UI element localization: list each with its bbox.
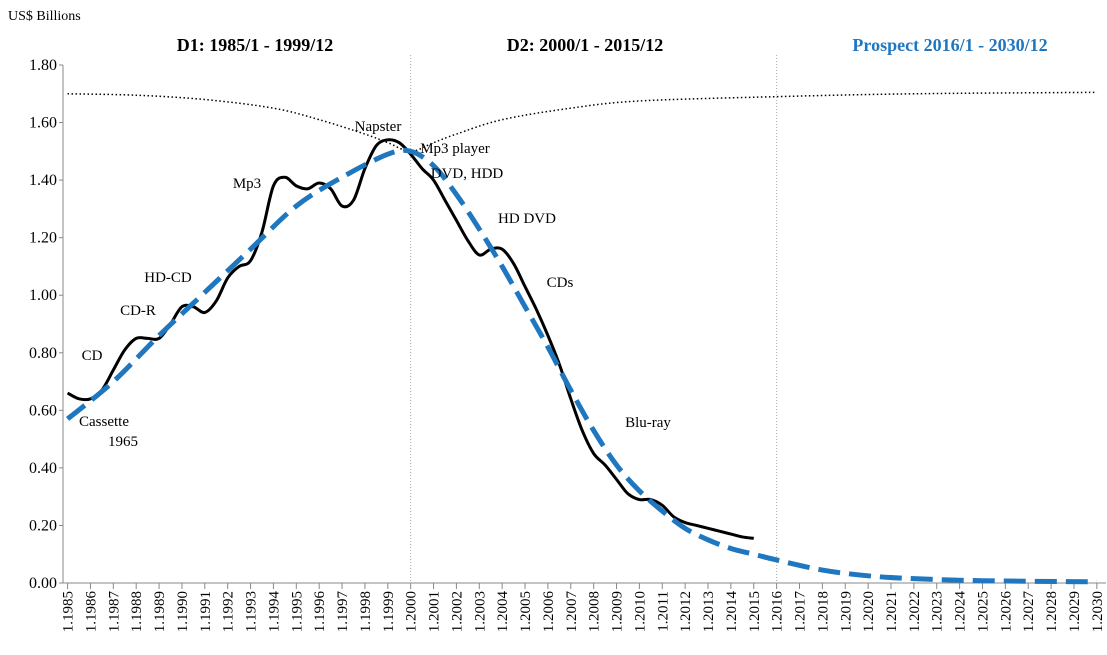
line-series <box>66 138 754 540</box>
x-tick-label: 1.2012 <box>678 591 694 632</box>
x-tick-label: 1.2016 <box>770 591 786 633</box>
y-tick-label: 0.20 <box>29 517 57 534</box>
annotation: HD-CD <box>144 270 192 286</box>
x-tick-label: 1.1986 <box>83 591 99 633</box>
x-tick-label: 1.2024 <box>953 591 969 633</box>
x-tick-label: 1.2019 <box>838 591 854 632</box>
x-tick-label: 1.2029 <box>1067 591 1083 632</box>
x-tick-label: 1.2014 <box>724 591 740 633</box>
period-title: D2: 2000/1 - 2015/12 <box>507 35 664 55</box>
x-tick-label: 1.2017 <box>793 591 809 633</box>
x-tick-label: 1.1991 <box>198 591 214 632</box>
annotation: Blu-ray <box>625 415 671 431</box>
annotation: DVD, HDD <box>431 166 504 182</box>
y-tick-label: 1.60 <box>29 115 57 132</box>
x-tick-label: 1.2022 <box>907 591 923 632</box>
y-axis-label: US$ Billions <box>8 9 81 24</box>
x-tick-label: 1.2010 <box>632 591 648 632</box>
x-tick-label: 1.2013 <box>701 591 717 632</box>
x-tick-label: 1.2009 <box>610 591 626 632</box>
x-tick-label: 1.2007 <box>564 591 580 633</box>
x-tick-label: 1.1987 <box>106 591 122 633</box>
x-tick-label: 1.1996 <box>312 591 328 633</box>
annotation: Cassette <box>79 414 129 430</box>
annotation: CDs <box>547 275 574 291</box>
x-tick-label: 1.2025 <box>975 591 991 632</box>
x-tick-label: 1.2020 <box>861 591 877 632</box>
x-tick-label: 1.2000 <box>404 591 420 632</box>
y-tick-label: 0.80 <box>29 345 57 362</box>
y-tick-label: 0.40 <box>29 460 57 477</box>
x-tick-label: 1.2005 <box>518 591 534 632</box>
x-tick-label: 1.2003 <box>472 591 488 632</box>
x-tick-label: 1.2027 <box>1021 591 1037 633</box>
annotation: CD <box>82 348 103 364</box>
x-tick-label: 1.2002 <box>449 591 465 632</box>
y-tick-label: 1.80 <box>29 57 57 74</box>
y-tick-label: 0.60 <box>29 402 57 419</box>
x-tick-label: 1.2011 <box>655 591 671 632</box>
x-tick-label: 1.2018 <box>815 591 831 632</box>
annotation: Napster <box>355 119 402 135</box>
x-tick-label: 1.1989 <box>152 591 168 632</box>
x-tick-label: 1.1999 <box>381 591 397 632</box>
x-tick-label: 1.2008 <box>587 591 603 632</box>
x-tick-label: 1.1997 <box>335 591 351 633</box>
line-series <box>65 147 1097 585</box>
line-series <box>67 91 1097 153</box>
x-tick-label: 1.1985 <box>61 591 77 632</box>
x-tick-label: 1.1994 <box>266 591 282 633</box>
x-tick-label: 1.1998 <box>358 591 374 632</box>
annotation: Mp3 player <box>420 141 490 157</box>
period-title: D1: 1985/1 - 1999/12 <box>177 35 334 55</box>
y-tick-label: 1.40 <box>29 172 57 189</box>
x-tick-label: 1.1992 <box>221 591 237 632</box>
x-tick-label: 1.2001 <box>427 591 443 632</box>
x-tick-label: 1.2006 <box>541 591 557 633</box>
x-tick-label: 1.1988 <box>129 591 145 632</box>
x-tick-label: 1.2021 <box>884 591 900 632</box>
annotation: HD DVD <box>498 211 556 227</box>
annotation: Mp3 <box>233 176 261 192</box>
y-tick-label: 1.00 <box>29 287 57 304</box>
annotation: 1965 <box>108 434 138 450</box>
y-tick-label: 0.00 <box>29 575 57 592</box>
x-tick-label: 1.2004 <box>495 591 511 633</box>
x-tick-label: 1.1995 <box>289 591 305 632</box>
x-tick-label: 1.2028 <box>1044 591 1060 632</box>
y-tick-label: 1.20 <box>29 230 57 247</box>
x-tick-label: 1.2023 <box>930 591 946 632</box>
x-tick-label: 1.2026 <box>998 591 1014 633</box>
period-title: Prospect 2016/1 - 2030/12 <box>852 35 1047 55</box>
x-tick-label: 1.2015 <box>747 591 763 632</box>
x-tick-label: 1.1993 <box>244 591 260 632</box>
x-tick-label: 1.1990 <box>175 591 191 632</box>
x-tick-label: 1.2030 <box>1090 591 1106 632</box>
annotation: CD-R <box>120 303 156 319</box>
